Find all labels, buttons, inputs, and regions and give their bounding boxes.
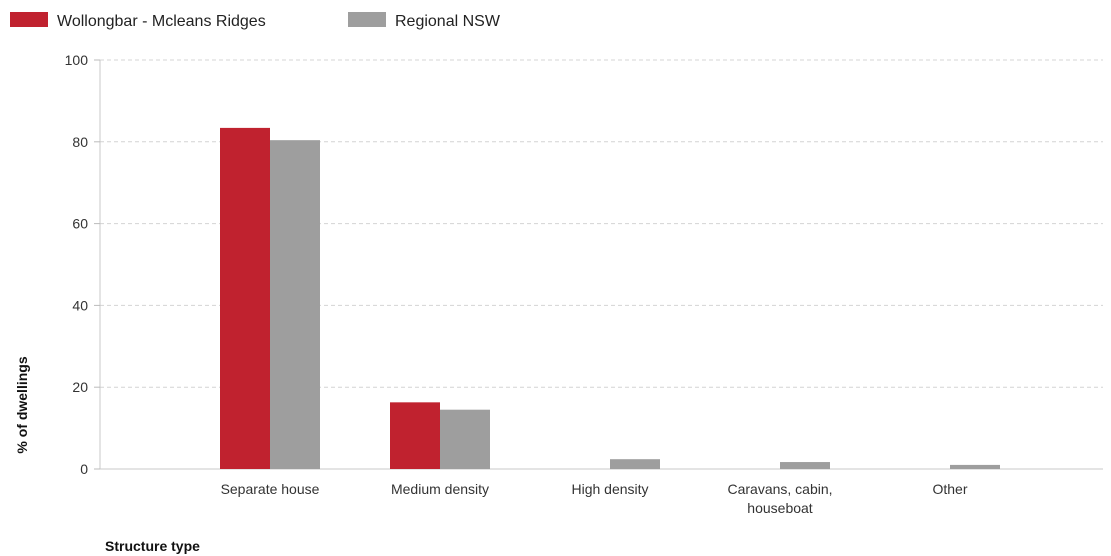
bar-regional-nsw[interactable] (440, 409, 490, 469)
bar-regional-nsw[interactable] (270, 140, 320, 469)
bar-regional-nsw[interactable] (610, 459, 660, 469)
x-tick-label: Medium density (391, 481, 489, 497)
x-axis-title: Structure type (105, 538, 200, 554)
bar-wollongbar[interactable] (220, 127, 270, 470)
legend-label: Wollongbar - Mcleans Ridges (57, 13, 266, 30)
bar-regional-nsw[interactable] (780, 462, 830, 469)
y-tick-label: 20 (72, 379, 88, 395)
x-tick-label: houseboat (747, 500, 813, 516)
y-tick-label: 60 (72, 216, 88, 232)
legend-swatch (348, 12, 386, 27)
x-tick-label: Caravans, cabin, (727, 481, 832, 497)
legend-label: Regional NSW (395, 13, 501, 30)
legend: Wollongbar - Mcleans Ridges Regional NSW (10, 12, 501, 30)
y-axis-title: % of dwellings (14, 356, 30, 453)
y-tick-label: 100 (65, 52, 89, 68)
y-tick-label: 40 (72, 297, 88, 313)
x-tick-label: High density (571, 481, 648, 497)
y-tick-label: 0 (80, 461, 88, 477)
x-axis-ticks: Separate house Medium density High density… (221, 481, 968, 516)
gridlines (99, 59, 1103, 470)
y-tick-label: 80 (72, 134, 88, 150)
x-tick-label: Separate house (221, 481, 320, 497)
bar-wollongbar[interactable] (390, 402, 440, 469)
bar-regional-nsw[interactable] (950, 464, 1000, 469)
legend-swatch (10, 12, 48, 27)
y-axis-ticks: 0 20 40 60 80 100 (65, 52, 100, 477)
x-tick-label: Other (932, 481, 967, 497)
bars (220, 127, 1000, 470)
